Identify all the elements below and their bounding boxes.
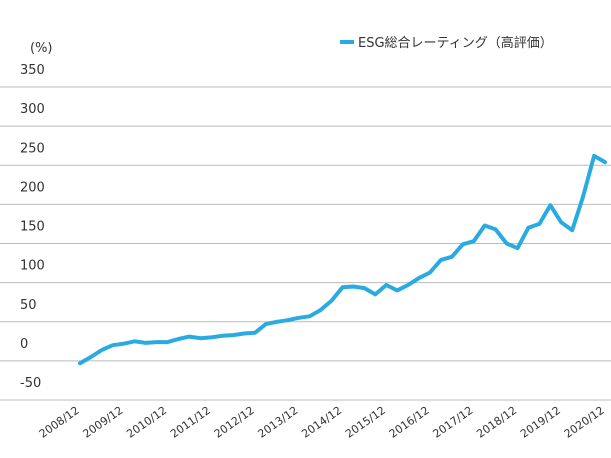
x-tick-label: 2017/12 [431,404,476,441]
y-axis-label: (%) [30,41,53,56]
y-tick-label: 150 [20,220,45,235]
y-tick-label: -50 [20,376,41,391]
x-tick-label: 2013/12 [256,404,301,441]
y-tick-label: 50 [20,298,37,313]
y-tick-label: 0 [20,337,28,352]
x-tick-label: 2009/12 [81,404,126,441]
x-tick-label: 2012/12 [212,404,257,441]
x-tick-label: 2020/12 [562,404,607,441]
y-tick-label: 250 [20,141,45,156]
x-tick-label: 2018/12 [474,404,519,441]
x-tick-label: 2014/12 [299,404,344,441]
x-tick-label: 2011/12 [168,404,213,441]
y-tick-label: 300 [20,102,45,117]
y-tick-label: 200 [20,180,45,195]
x-tick-label: 2010/12 [124,404,169,441]
x-tick-label: 2008/12 [37,404,82,441]
legend-label: ESG総合レーティング（高評価） [358,35,553,51]
x-tick-label: 2015/12 [343,404,388,441]
line [78,153,607,366]
x-tick-label: 2016/12 [387,404,432,441]
y-tick-label: 350 [20,63,45,78]
x-tick-label: 2019/12 [518,404,563,441]
y-tick-label: 100 [20,259,45,274]
